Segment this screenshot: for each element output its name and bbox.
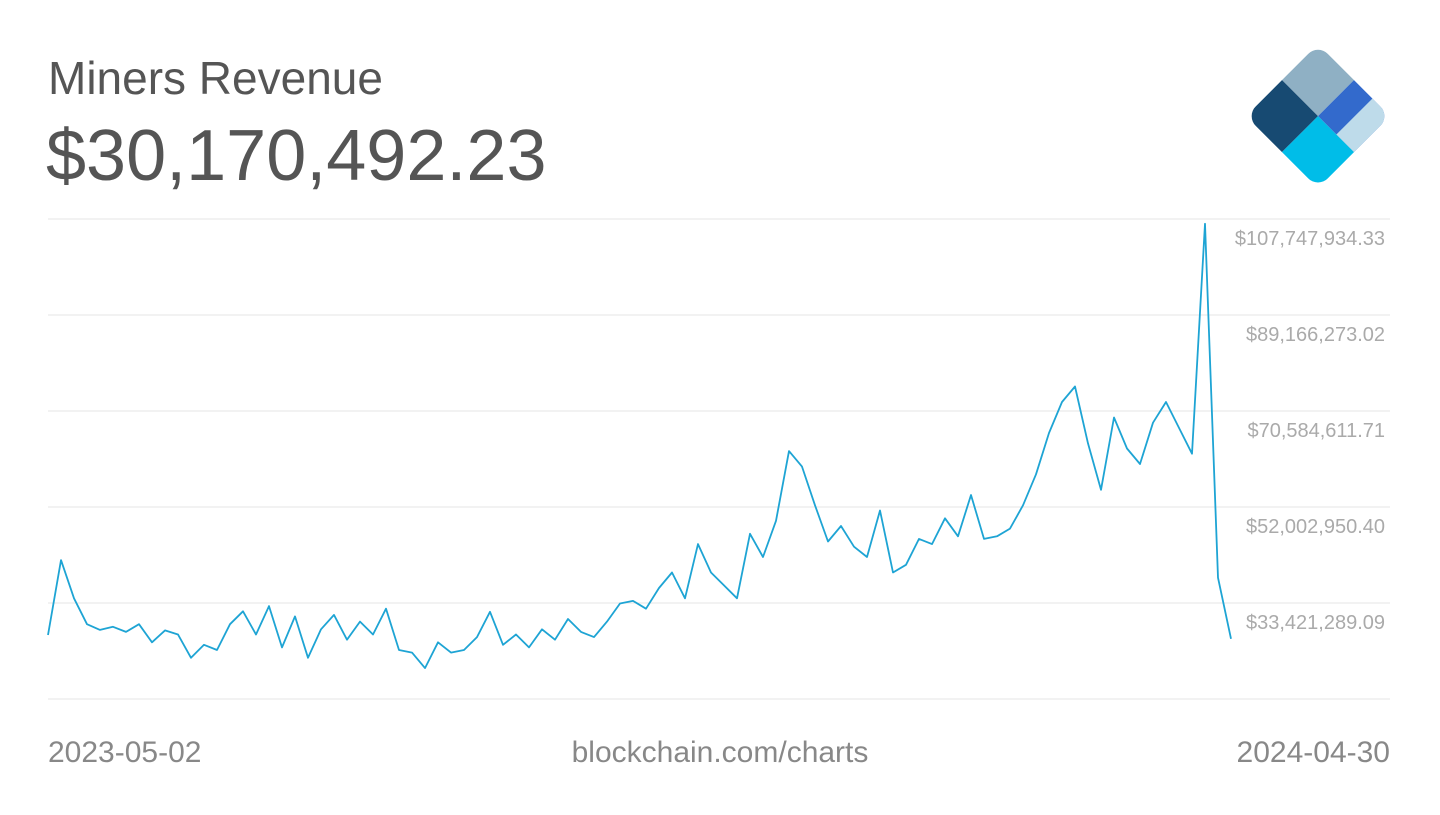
y-tick-label: $89,166,273.02 bbox=[1246, 324, 1385, 346]
y-tick-label: $33,421,289.09 bbox=[1246, 612, 1385, 634]
x-tick-label: 2024-04-30 bbox=[1237, 736, 1390, 769]
y-tick-label: $70,584,611.71 bbox=[1247, 420, 1385, 442]
y-tick-label: $52,002,950.40 bbox=[1246, 516, 1385, 538]
logo bbox=[1245, 44, 1391, 189]
y-tick-label: $107,747,934.33 bbox=[1235, 228, 1385, 250]
x-tick-label: 2023-05-02 bbox=[48, 736, 201, 769]
source: blockchain.com/charts bbox=[572, 736, 869, 769]
data-line bbox=[47, 222, 1232, 669]
chart-title: Miners Revenue bbox=[48, 52, 383, 104]
headline-value: $30,170,492.23 bbox=[46, 116, 546, 196]
